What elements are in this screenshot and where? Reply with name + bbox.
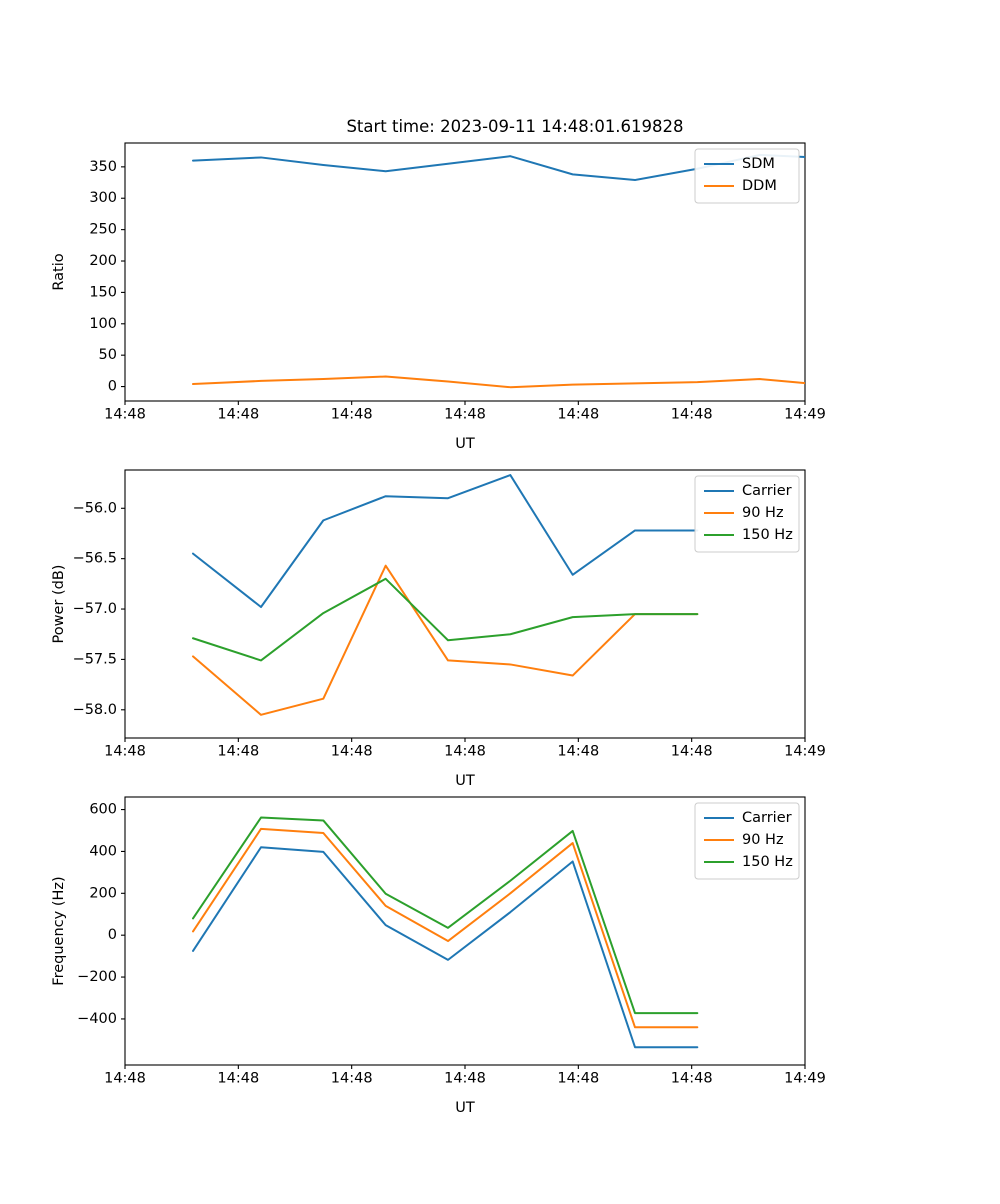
ratio-panel-legend xyxy=(694,148,800,204)
y-tick-label: 300 xyxy=(89,190,117,206)
series-line-carrier xyxy=(192,846,699,1049)
series-line-150-hz xyxy=(192,577,699,662)
y-tick-label: 200 xyxy=(89,253,117,269)
x-tick-label: 14:48 xyxy=(444,1071,486,1087)
y-axis-label: Ratio xyxy=(51,253,67,290)
legend-label-150-hz: 150 Hz xyxy=(742,854,793,870)
ratio-panel: 14:48 14:48 14:48 14:48 14:48 14:48 14:49 UT 0 50… xyxy=(51,142,826,452)
y-tick-label: 200 xyxy=(89,885,117,901)
x-tick-label: 14:48 xyxy=(671,744,713,760)
y-tick-label: 100 xyxy=(89,316,117,332)
x-axis-label: UT xyxy=(455,773,475,789)
series-line-ddm xyxy=(192,375,805,389)
data-lines xyxy=(192,474,699,716)
power-panel-legend xyxy=(694,475,800,553)
y-tick-label: −200 xyxy=(77,969,117,985)
x-tick-label: 14:48 xyxy=(444,407,486,423)
y-tick-label: 0 xyxy=(108,927,117,943)
legend-label-carrier: Carrier xyxy=(742,483,792,499)
x-tick-label: 14:48 xyxy=(331,407,373,423)
data-lines xyxy=(192,816,699,1049)
y-tick-label: 50 xyxy=(99,347,117,363)
x-axis-label: UT xyxy=(455,1100,475,1116)
x-tick-label: 14:48 xyxy=(104,744,146,760)
series-line-150-hz xyxy=(192,816,699,1015)
x-tick-label: 14:48 xyxy=(557,407,599,423)
legend-label-sdm: SDM xyxy=(742,156,775,172)
power-panel: 14:48 14:48 14:48 14:48 14:48 14:48 14:49 UT −58… xyxy=(51,469,826,789)
series-line-90-hz xyxy=(192,827,699,1029)
y-tick-label: −57.0 xyxy=(73,601,117,617)
x-tick-label: 14:48 xyxy=(217,407,259,423)
legend-label-90-hz: 90 Hz xyxy=(742,505,784,521)
legend-label-150-hz: 150 Hz xyxy=(742,527,793,543)
x-axis-label: UT xyxy=(455,436,475,452)
x-tick-label: 14:48 xyxy=(331,744,373,760)
x-tick-label: 14:48 xyxy=(104,407,146,423)
x-tick-label: 14:49 xyxy=(784,407,826,423)
y-tick-label: 0 xyxy=(108,379,117,395)
y-axis-label: Power (dB) xyxy=(51,565,67,644)
series-line-carrier xyxy=(192,474,699,609)
x-tick-label: 14:48 xyxy=(217,1071,259,1087)
frequency-panel-legend xyxy=(694,802,800,880)
y-tick-label: −56.0 xyxy=(73,500,117,516)
y-tick-label: 350 xyxy=(89,159,117,175)
legend-label-90-hz: 90 Hz xyxy=(742,832,784,848)
x-tick-label: 14:49 xyxy=(784,744,826,760)
y-tick-label: −58.0 xyxy=(73,702,117,718)
legend-label-carrier: Carrier xyxy=(742,810,792,826)
y-tick-label: 150 xyxy=(89,284,117,300)
x-tick-label: 14:48 xyxy=(217,744,259,760)
y-tick-label: −57.5 xyxy=(73,651,117,667)
y-tick-label: −56.5 xyxy=(73,551,117,567)
x-tick-label: 14:49 xyxy=(784,1071,826,1087)
x-tick-label: 14:48 xyxy=(671,407,713,423)
y-axis-label: Frequency (Hz) xyxy=(51,876,67,985)
y-tick-label: 250 xyxy=(89,222,117,238)
x-tick-label: 14:48 xyxy=(557,744,599,760)
y-tick-label: 600 xyxy=(89,802,117,818)
series-line-90-hz xyxy=(192,564,699,716)
frequency-panel: 14:48 14:48 14:48 14:48 14:48 14:48 14:49 UT −40… xyxy=(51,796,826,1116)
x-tick-label: 14:48 xyxy=(104,1071,146,1087)
x-tick-label: 14:48 xyxy=(557,1071,599,1087)
x-tick-label: 14:48 xyxy=(331,1071,373,1087)
x-tick-label: 14:48 xyxy=(444,744,486,760)
figure-title: Start time: 2023-09-11 14:48:01.619828 xyxy=(346,117,683,136)
legend-label-ddm: DDM xyxy=(742,178,777,194)
y-tick-label: −400 xyxy=(77,1011,117,1027)
x-tick-label: 14:48 xyxy=(671,1071,713,1087)
y-tick-label: 400 xyxy=(89,843,117,859)
